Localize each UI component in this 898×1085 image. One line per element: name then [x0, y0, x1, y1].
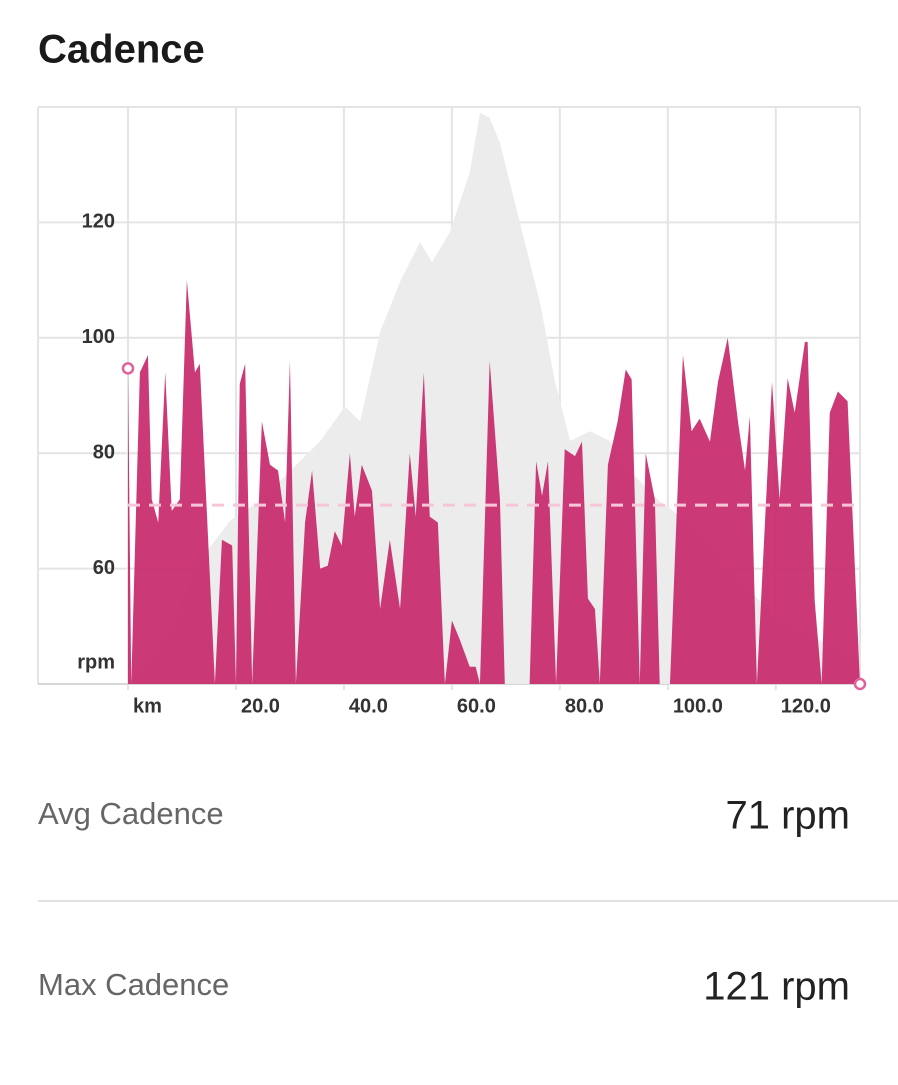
x-tick-label: 120.0 [781, 695, 831, 717]
y-tick-label: 100 [82, 326, 115, 348]
y-tick-label: 60 [93, 557, 115, 579]
y-tick-label: 80 [93, 441, 115, 463]
stat-label: Max Cadence [38, 967, 229, 1002]
stat-label: Avg Cadence [38, 796, 224, 831]
y-tick-label: rpm [77, 651, 115, 673]
x-tick-label: 60.0 [457, 695, 496, 717]
x-tick-label: 80.0 [565, 695, 604, 717]
chart-title: Cadence [38, 28, 205, 72]
x-tick-label: 40.0 [349, 695, 388, 717]
x-tick-label: 100.0 [673, 695, 723, 717]
stat-value: 121 rpm [703, 965, 850, 1009]
endpoint-marker [853, 677, 867, 691]
stat-value: 71 rpm [726, 794, 851, 838]
y-tick-label: 120 [82, 211, 115, 233]
tick-labels: rpm 60 80 100 120 km 20.0 40.0 60.0 80.0 100.0 120.… [77, 211, 831, 718]
endpoint-marker [121, 362, 135, 375]
x-tick-label: km [133, 695, 162, 717]
plot [121, 112, 867, 691]
x-tick-label: 20.0 [241, 695, 280, 717]
area [128, 280, 860, 684]
